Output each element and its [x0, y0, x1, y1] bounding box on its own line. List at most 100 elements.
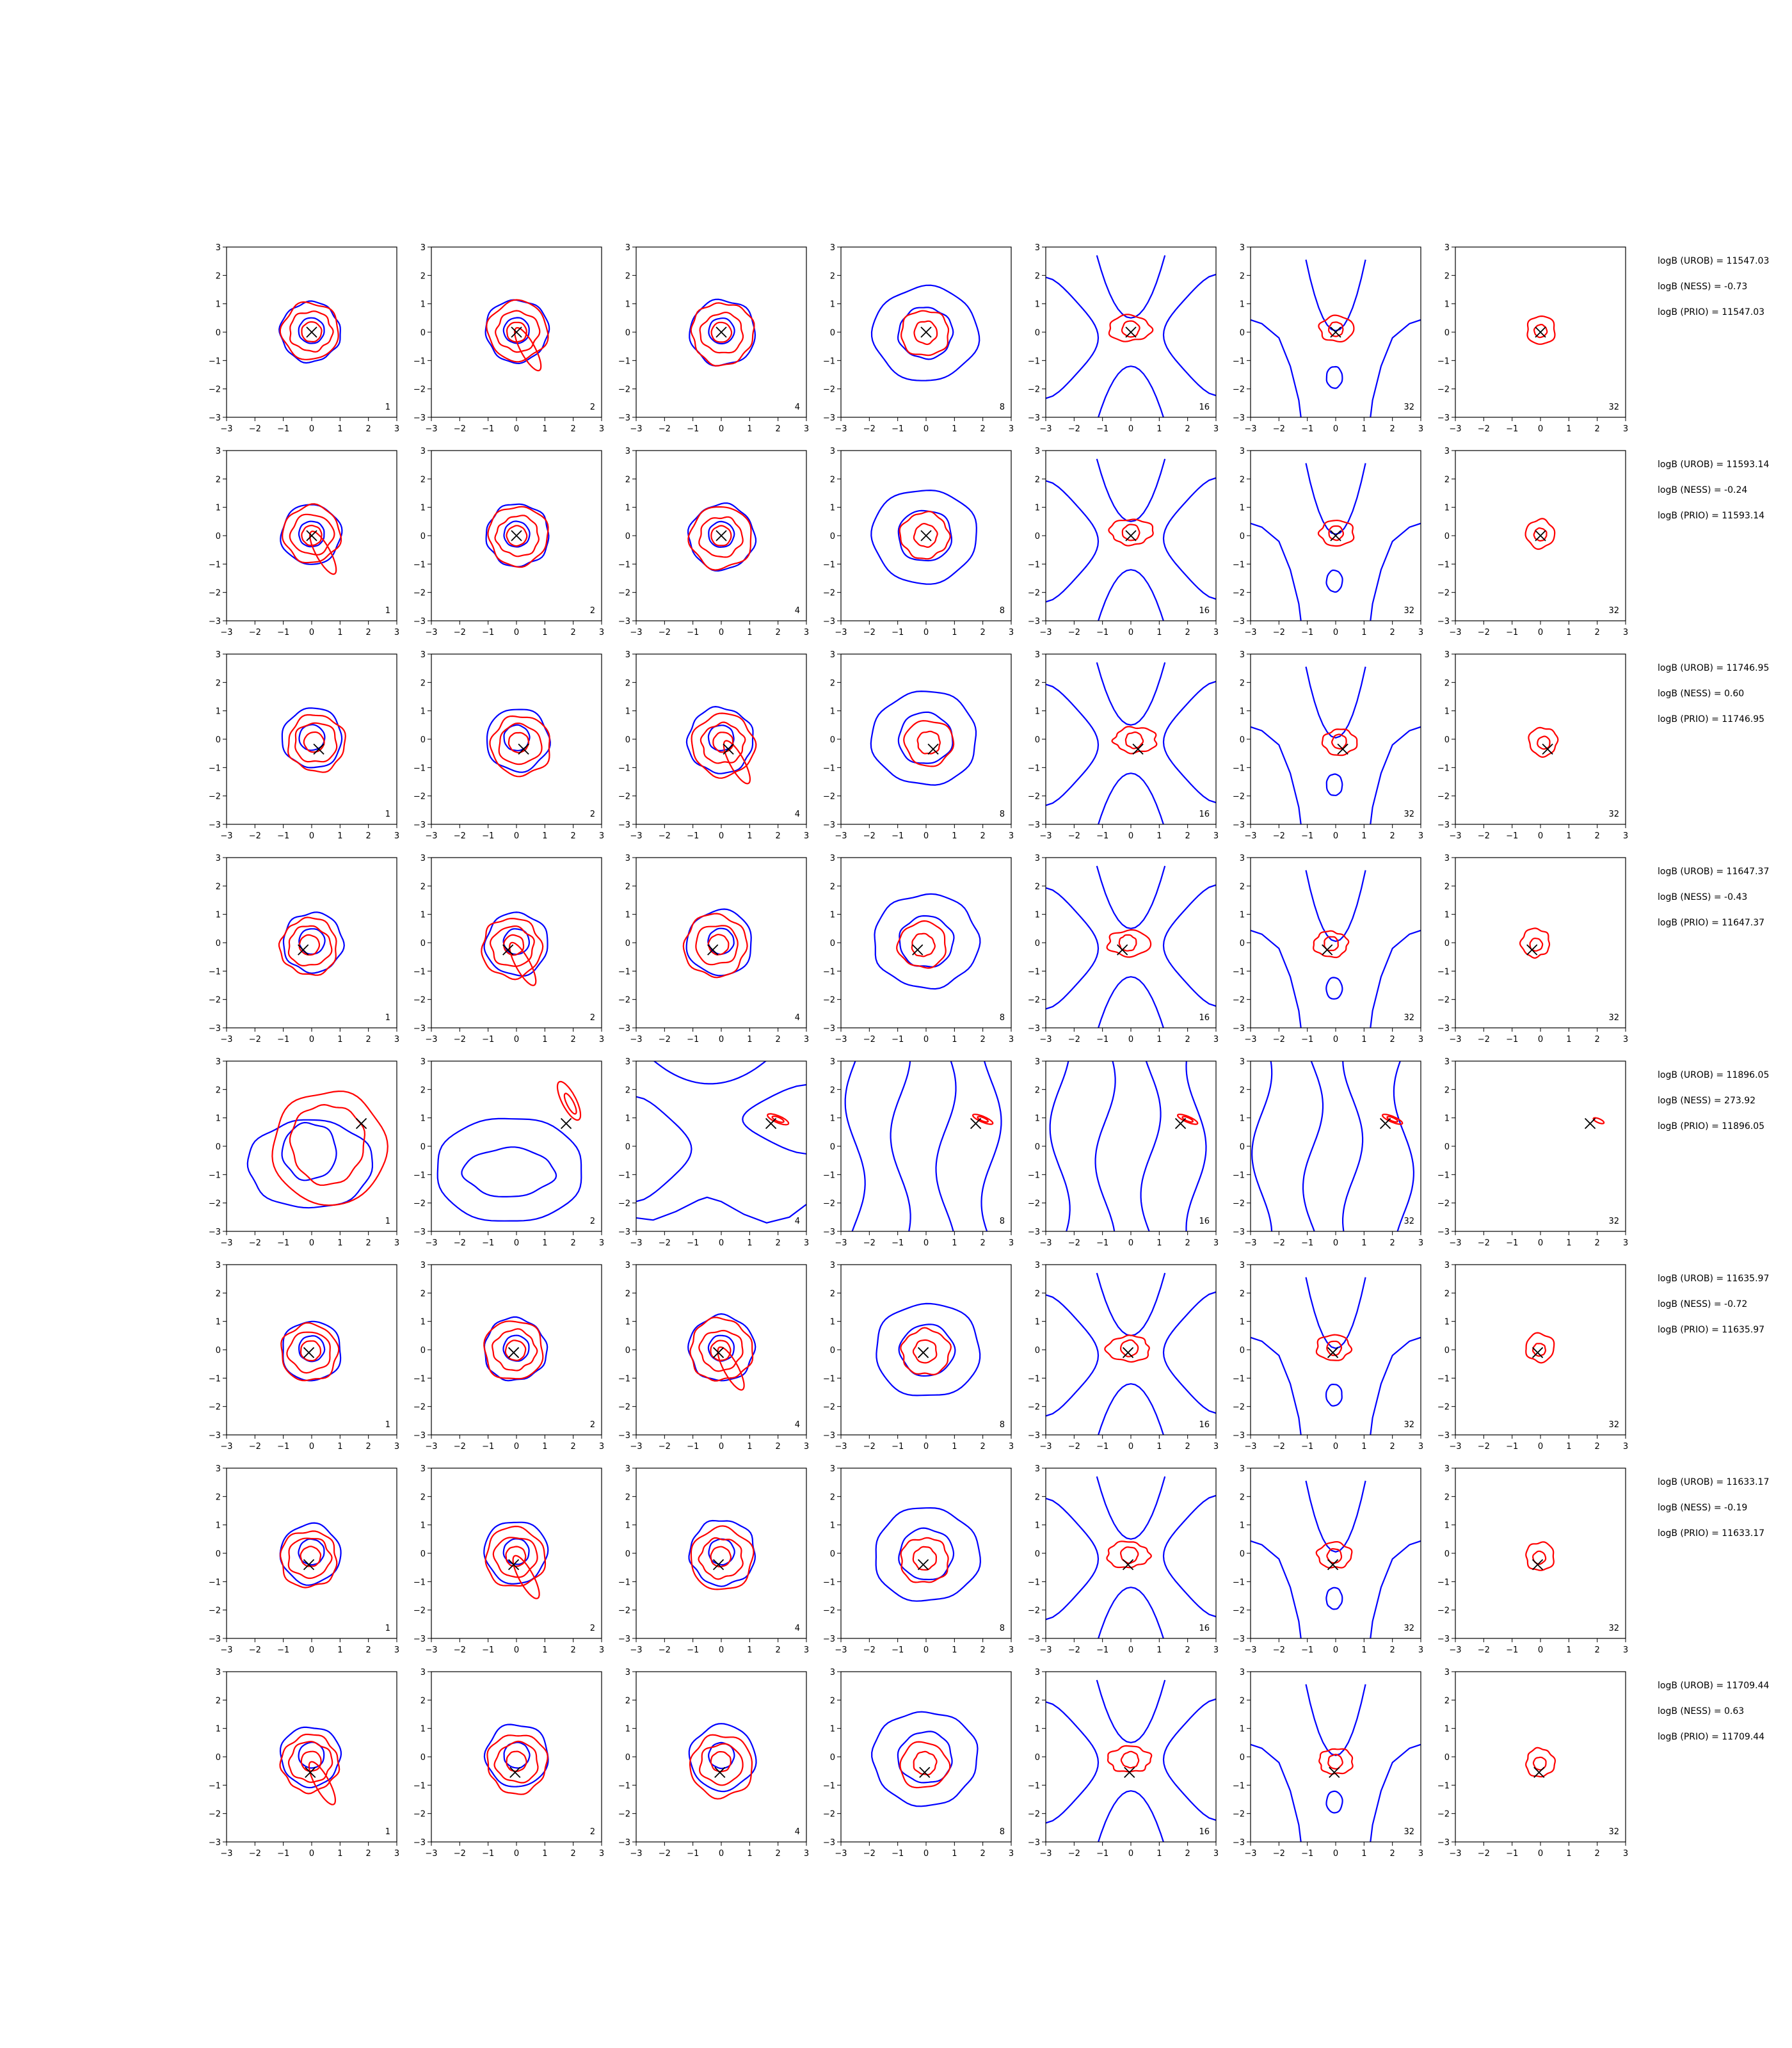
y-tick-label: 0 — [830, 1753, 835, 1763]
panel-count-label: 16 — [1199, 1217, 1210, 1226]
axes-frame — [431, 857, 602, 1028]
true-location-marker — [1125, 530, 1137, 541]
x-tick-label: −1 — [482, 1442, 494, 1452]
y-tick-label: 1 — [625, 504, 630, 513]
y-tick-label: 2 — [830, 678, 835, 688]
y-tick-label: 3 — [1240, 243, 1245, 253]
blue-contour — [844, 1061, 866, 1231]
red-contour — [1321, 728, 1358, 756]
x-tick-label: 3 — [1623, 424, 1628, 434]
x-tick-label: 3 — [1623, 831, 1628, 841]
y-tick-label: 2 — [830, 271, 835, 281]
y-tick-label: 1 — [420, 300, 426, 310]
y-tick-label: 1 — [1444, 300, 1450, 310]
panel-count-label: 32 — [1404, 1624, 1414, 1633]
x-tick-label: 2 — [1595, 831, 1600, 841]
panel-r5-c6: −3 −2 −1 0 1 2 3 −3 −2 −1 0 1 2 3 32 — [1233, 1057, 1423, 1248]
x-tick-label: 1 — [747, 424, 752, 434]
y-tick-label: 0 — [1444, 1346, 1450, 1356]
blue-contour — [1046, 1701, 1100, 1824]
y-tick-label: 2 — [830, 475, 835, 484]
y-tick-label: 2 — [1240, 475, 1245, 484]
x-tick-label: −1 — [687, 831, 699, 841]
logb-annotation: logB (PRIO) = 11547.03 — [1658, 307, 1764, 317]
contour-area — [1251, 870, 1421, 1028]
y-tick-label: −1 — [1028, 967, 1040, 977]
red-contour — [900, 310, 950, 356]
red-contour — [481, 917, 544, 980]
x-tick-label: −1 — [1096, 831, 1108, 841]
x-tick-label: −3 — [425, 628, 437, 637]
x-tick-label: −1 — [1096, 1645, 1108, 1655]
panel-count-label: 16 — [1199, 810, 1210, 819]
y-tick-label: −1 — [1028, 1578, 1040, 1587]
y-tick-label: −1 — [618, 764, 630, 773]
y-tick-label: 0 — [420, 1346, 426, 1356]
x-tick-label: 2 — [571, 1849, 576, 1859]
red-contour — [1318, 314, 1355, 343]
y-tick-label: 1 — [625, 1114, 630, 1124]
panel-r6-c1: −3 −2 −1 0 1 2 3 −3 −2 −1 0 1 2 3 1 — [209, 1261, 399, 1452]
x-tick-label: 3 — [394, 1849, 399, 1859]
y-tick-label: −2 — [413, 1403, 426, 1412]
blue-contour — [874, 893, 981, 990]
x-tick-label: 0 — [1128, 1442, 1133, 1452]
y-tick-label: −2 — [1233, 1199, 1245, 1209]
blue-contour — [875, 1507, 982, 1602]
x-tick-label: 3 — [1623, 1238, 1628, 1248]
blue-contour — [1185, 1061, 1207, 1231]
true-location-marker — [1117, 944, 1128, 956]
panel-count-label: 8 — [1000, 1624, 1005, 1633]
x-tick-label: 2 — [1390, 1238, 1395, 1248]
true-location-marker — [712, 1559, 724, 1571]
panel-count-label: 1 — [385, 1624, 390, 1633]
x-tick-label: 1 — [1156, 1238, 1162, 1248]
x-tick-label: 3 — [599, 831, 604, 841]
y-tick-label: −2 — [1233, 996, 1245, 1005]
panel-count-label: 1 — [385, 403, 390, 412]
x-tick-label: 3 — [394, 1442, 399, 1452]
x-tick-label: −3 — [630, 1442, 642, 1452]
true-location-marker — [303, 1347, 315, 1359]
x-tick-label: 3 — [1418, 1849, 1423, 1859]
y-tick-label: −1 — [618, 356, 630, 366]
y-tick-label: 0 — [1035, 532, 1040, 541]
y-tick-label: 3 — [625, 243, 630, 253]
logb-annotation: logB (UROB) = 11547.03 — [1658, 256, 1769, 266]
y-tick-label: 0 — [216, 328, 221, 338]
x-tick-label: 1 — [747, 1645, 752, 1655]
y-tick-label: 1 — [830, 1114, 835, 1124]
x-tick-label: 3 — [804, 424, 809, 434]
x-tick-label: −1 — [482, 628, 494, 637]
true-location-marker — [502, 944, 514, 956]
panel-r1-c5: −3 −2 −1 0 1 2 3 −3 −2 −1 0 1 2 3 16 — [1028, 243, 1219, 434]
blue-contour — [1162, 1698, 1216, 1821]
y-tick-label: 3 — [1240, 1057, 1245, 1067]
x-tick-label: 3 — [804, 1849, 809, 1859]
x-tick-label: −1 — [482, 1849, 494, 1859]
y-tick-label: 2 — [420, 475, 426, 484]
axes-frame — [636, 857, 807, 1028]
x-tick-label: 3 — [394, 424, 399, 434]
y-tick-label: 2 — [1240, 1085, 1245, 1095]
y-tick-label: −1 — [618, 967, 630, 977]
y-tick-label: 1 — [830, 1521, 835, 1531]
x-tick-label: −1 — [1506, 1645, 1518, 1655]
blue-contour — [870, 690, 977, 786]
y-tick-label: 2 — [216, 475, 221, 484]
y-tick-label: −3 — [823, 1431, 835, 1441]
red-contour — [308, 1761, 336, 1805]
x-tick-label: −1 — [892, 1442, 904, 1452]
x-tick-label: −1 — [1506, 831, 1518, 841]
true-location-marker — [919, 1766, 931, 1779]
y-tick-label: 0 — [625, 735, 630, 745]
x-tick-label: −1 — [1096, 1849, 1108, 1859]
y-tick-label: 2 — [1035, 1492, 1040, 1502]
y-tick-label: 1 — [625, 911, 630, 920]
panel-r3-c7: −3 −2 −1 0 1 2 3 −3 −2 −1 0 1 2 3 32 — [1437, 650, 1628, 841]
true-location-marker — [305, 1766, 316, 1779]
y-tick-label: −3 — [1437, 1228, 1450, 1237]
true-location-marker — [511, 326, 522, 338]
contour-area — [870, 690, 977, 786]
y-tick-label: −1 — [209, 1374, 221, 1384]
